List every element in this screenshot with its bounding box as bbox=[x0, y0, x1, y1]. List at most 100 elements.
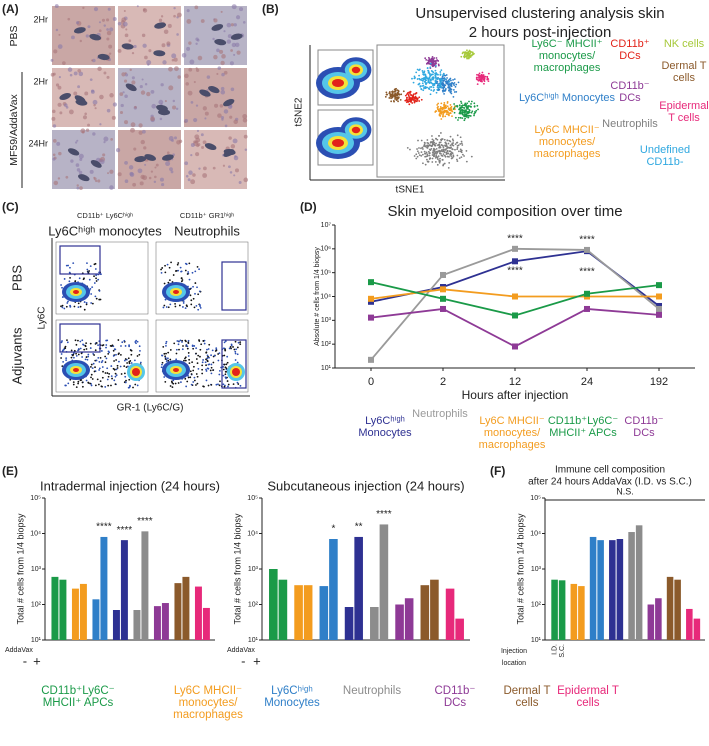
tissue-speck bbox=[244, 148, 248, 152]
y-axis-label: Total # cells from 1/4 biopsy bbox=[515, 513, 525, 625]
tsne-point bbox=[439, 82, 442, 85]
y-tick-label: 10⁴ bbox=[30, 530, 41, 537]
tsne-point bbox=[408, 103, 411, 106]
tissue-speck bbox=[178, 139, 183, 143]
tissue-speck bbox=[190, 179, 196, 185]
flow-event bbox=[63, 278, 66, 280]
tissue-speck bbox=[103, 141, 106, 144]
tsne-point bbox=[446, 155, 449, 158]
tsne-point bbox=[402, 90, 405, 93]
flow-event bbox=[217, 353, 220, 355]
tissue-speck bbox=[89, 169, 94, 174]
tsne-point bbox=[439, 141, 442, 144]
tissue-speck bbox=[233, 53, 236, 56]
axis-label: GR-1 (Ly6C/G) bbox=[117, 403, 184, 414]
tissue-speck bbox=[93, 104, 96, 107]
flow-event bbox=[90, 373, 93, 376]
tsne-point bbox=[448, 78, 451, 81]
flow-event bbox=[166, 263, 169, 266]
tissue-speck bbox=[185, 82, 189, 86]
flow-event bbox=[208, 363, 211, 366]
flow-event bbox=[85, 301, 88, 304]
bar bbox=[578, 586, 585, 640]
tsne-point bbox=[474, 111, 476, 113]
bar bbox=[609, 540, 616, 640]
panel-title: Unsupervised clustering analysis skin bbox=[415, 5, 664, 22]
legend-entry: Dermal T cells bbox=[503, 685, 551, 709]
flow-event bbox=[101, 376, 104, 379]
tissue-speck bbox=[206, 75, 211, 79]
flow-event bbox=[124, 345, 127, 347]
flow-event bbox=[95, 280, 98, 282]
tissue-speck bbox=[58, 76, 61, 79]
flow-event bbox=[85, 342, 88, 345]
tissue-speck bbox=[103, 71, 107, 75]
hair-follicle bbox=[144, 154, 156, 161]
tissue-speck bbox=[79, 39, 83, 43]
flow-event bbox=[226, 361, 229, 364]
bar bbox=[112, 609, 120, 640]
histology-image bbox=[118, 68, 181, 127]
flow-event bbox=[206, 348, 208, 351]
flow-event bbox=[97, 383, 100, 386]
tsne-point bbox=[446, 77, 448, 79]
flow-event bbox=[163, 376, 166, 378]
bar bbox=[51, 576, 59, 640]
flow-event bbox=[198, 290, 201, 293]
bar bbox=[635, 525, 643, 640]
cluster-label: Dermal T cells bbox=[661, 60, 707, 84]
tsne-point bbox=[458, 104, 461, 107]
flow-event bbox=[223, 385, 226, 388]
series-name: S.C. bbox=[559, 644, 566, 658]
flow-event bbox=[91, 286, 94, 289]
flow-event bbox=[201, 372, 204, 375]
tissue-speck bbox=[162, 60, 167, 65]
flow-event bbox=[193, 379, 196, 382]
tissue-speck bbox=[106, 75, 110, 79]
flow-event bbox=[135, 342, 137, 345]
tsne-point bbox=[467, 54, 469, 57]
tsne-point bbox=[435, 154, 438, 157]
tsne-point bbox=[416, 150, 419, 153]
tissue-speck bbox=[184, 161, 189, 166]
tsne-point bbox=[446, 111, 449, 114]
flow-event bbox=[75, 386, 78, 388]
flow-event bbox=[174, 382, 177, 385]
tsne-frame bbox=[376, 44, 505, 178]
tsne-point bbox=[416, 78, 419, 80]
flow-event bbox=[192, 347, 195, 350]
tissue-speck bbox=[195, 137, 201, 143]
tissue-speck bbox=[220, 86, 225, 91]
tsne-point bbox=[440, 107, 443, 110]
flow-event bbox=[95, 342, 98, 344]
tsne-point bbox=[470, 51, 473, 53]
tsne-point bbox=[409, 100, 411, 103]
tsne-point bbox=[435, 65, 437, 67]
tsne-point bbox=[388, 97, 391, 99]
cluster-label: Ly6Cʰⁱᵍʰ Monocytes bbox=[518, 92, 616, 104]
flow-event bbox=[222, 368, 225, 371]
tsne-point bbox=[434, 156, 437, 159]
hair-follicle bbox=[121, 43, 134, 50]
tissue-speck bbox=[102, 153, 106, 157]
tissue-speck bbox=[166, 151, 170, 155]
tissue-speck bbox=[78, 153, 84, 159]
tsne-point bbox=[417, 139, 419, 142]
tsne-point bbox=[430, 86, 433, 88]
tsne-point bbox=[427, 144, 429, 147]
flow-event bbox=[60, 357, 62, 359]
flow-event bbox=[81, 339, 84, 342]
tsne-point bbox=[440, 154, 443, 157]
panel-label: (C) bbox=[2, 200, 19, 214]
tissue-speck bbox=[188, 67, 193, 72]
row-label: PBS bbox=[9, 265, 24, 291]
flow-event bbox=[66, 339, 68, 341]
flow-event bbox=[89, 347, 92, 349]
tsne-point bbox=[470, 103, 472, 105]
flow-event bbox=[187, 352, 190, 354]
tissue-speck bbox=[235, 15, 241, 20]
tsne-point bbox=[436, 59, 438, 61]
flow-event bbox=[77, 349, 79, 352]
tsne-point bbox=[424, 57, 427, 60]
